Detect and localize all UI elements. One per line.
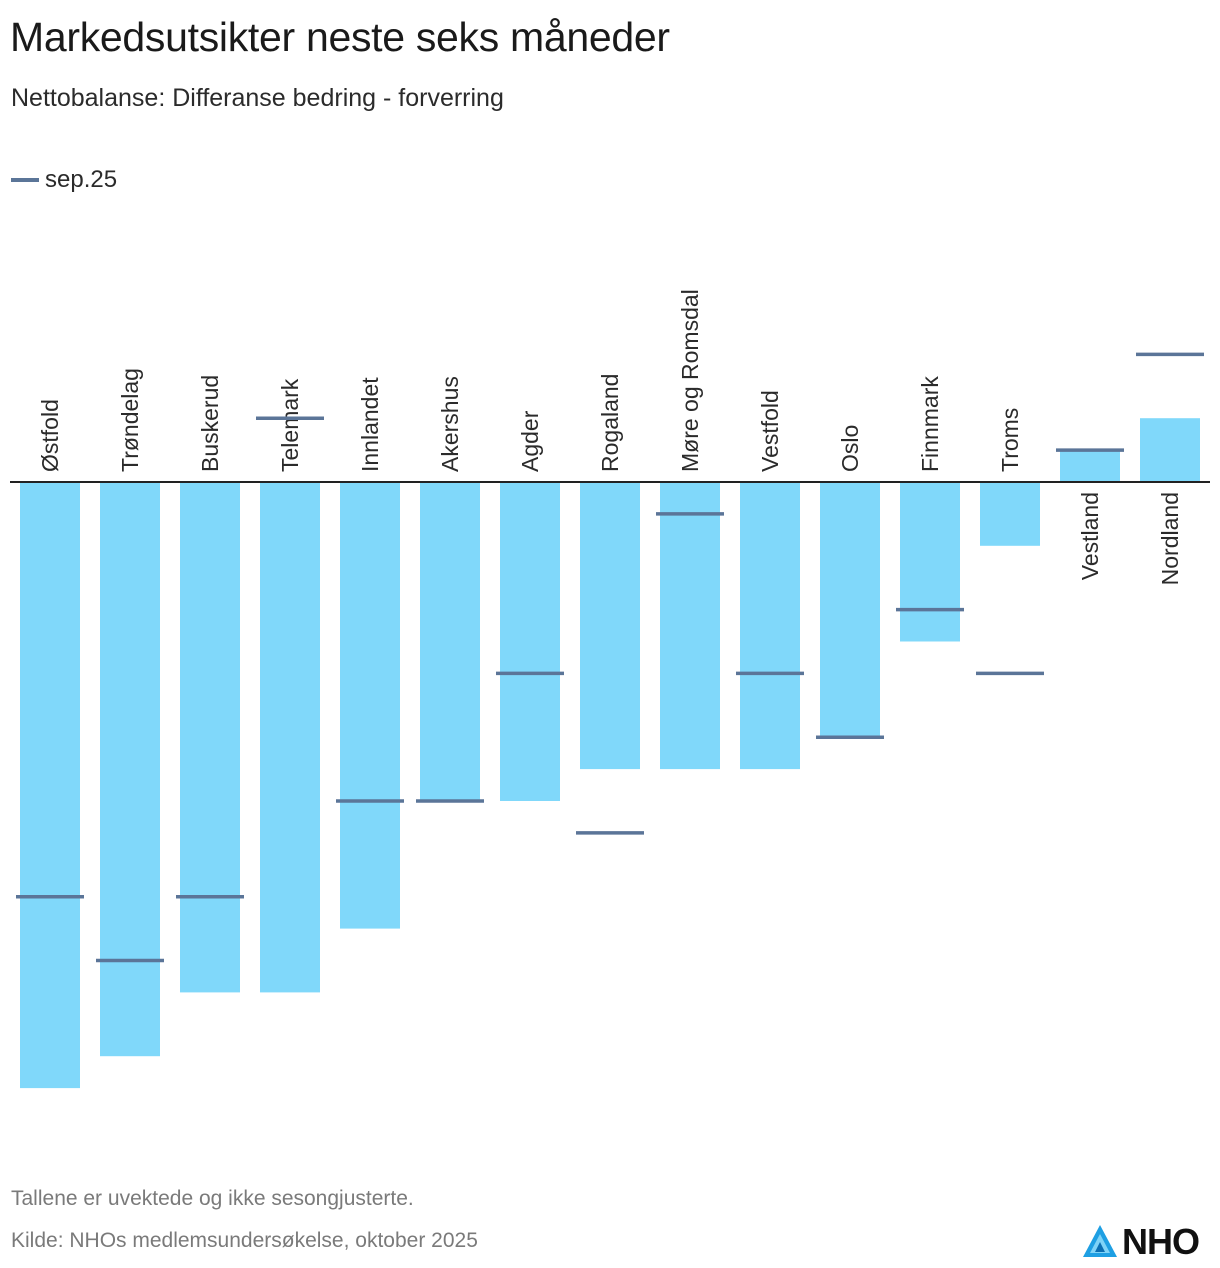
category-label: Finnmark bbox=[917, 376, 943, 472]
bar bbox=[260, 482, 320, 993]
source-note: Kilde: NHOs medlemsundersøkelse, oktober… bbox=[11, 1229, 478, 1252]
bar bbox=[1060, 450, 1120, 482]
bar bbox=[900, 482, 960, 642]
category-label: Buskerud bbox=[197, 375, 223, 472]
nho-logo: NHO bbox=[1080, 1221, 1200, 1262]
category-label: Akershus bbox=[437, 376, 463, 472]
category-label: Innlandet bbox=[357, 377, 383, 472]
category-label: Vestfold bbox=[757, 390, 783, 472]
category-label: Oslo bbox=[837, 425, 863, 472]
category-label: Østfold bbox=[37, 399, 63, 472]
nho-logo-text: NHO bbox=[1122, 1221, 1200, 1262]
bar bbox=[180, 482, 240, 993]
category-label: Rogaland bbox=[597, 374, 623, 472]
category-label: Vestland bbox=[1077, 492, 1103, 580]
chart-title: Markedsutsikter neste seks måneder bbox=[10, 14, 670, 60]
bar bbox=[580, 482, 640, 770]
category-label: Møre og Romsdal bbox=[677, 289, 703, 472]
legend-marker-swatch bbox=[11, 178, 39, 182]
bar bbox=[1140, 418, 1200, 482]
category-label: Troms bbox=[997, 408, 1023, 472]
bar bbox=[820, 482, 880, 738]
bar bbox=[980, 482, 1040, 546]
bar bbox=[100, 482, 160, 1057]
bar bbox=[740, 482, 800, 770]
category-label: Telemark bbox=[277, 378, 303, 472]
category-label: Agder bbox=[517, 410, 543, 472]
legend-label: sep.25 bbox=[45, 166, 118, 193]
bar bbox=[420, 482, 480, 801]
bar bbox=[340, 482, 400, 929]
footnote: Tallene er uvektede og ikke sesongjuster… bbox=[11, 1187, 414, 1210]
legend: sep.25 bbox=[11, 166, 117, 194]
bar bbox=[660, 482, 720, 770]
nho-logo-icon bbox=[1083, 1225, 1117, 1257]
category-label: Trøndelag bbox=[117, 368, 143, 472]
bar bbox=[20, 482, 80, 1089]
chart-subtitle: Nettobalanse: Differanse bedring - forve… bbox=[11, 84, 504, 112]
bar bbox=[500, 482, 560, 801]
category-label: Nordland bbox=[1157, 492, 1183, 585]
